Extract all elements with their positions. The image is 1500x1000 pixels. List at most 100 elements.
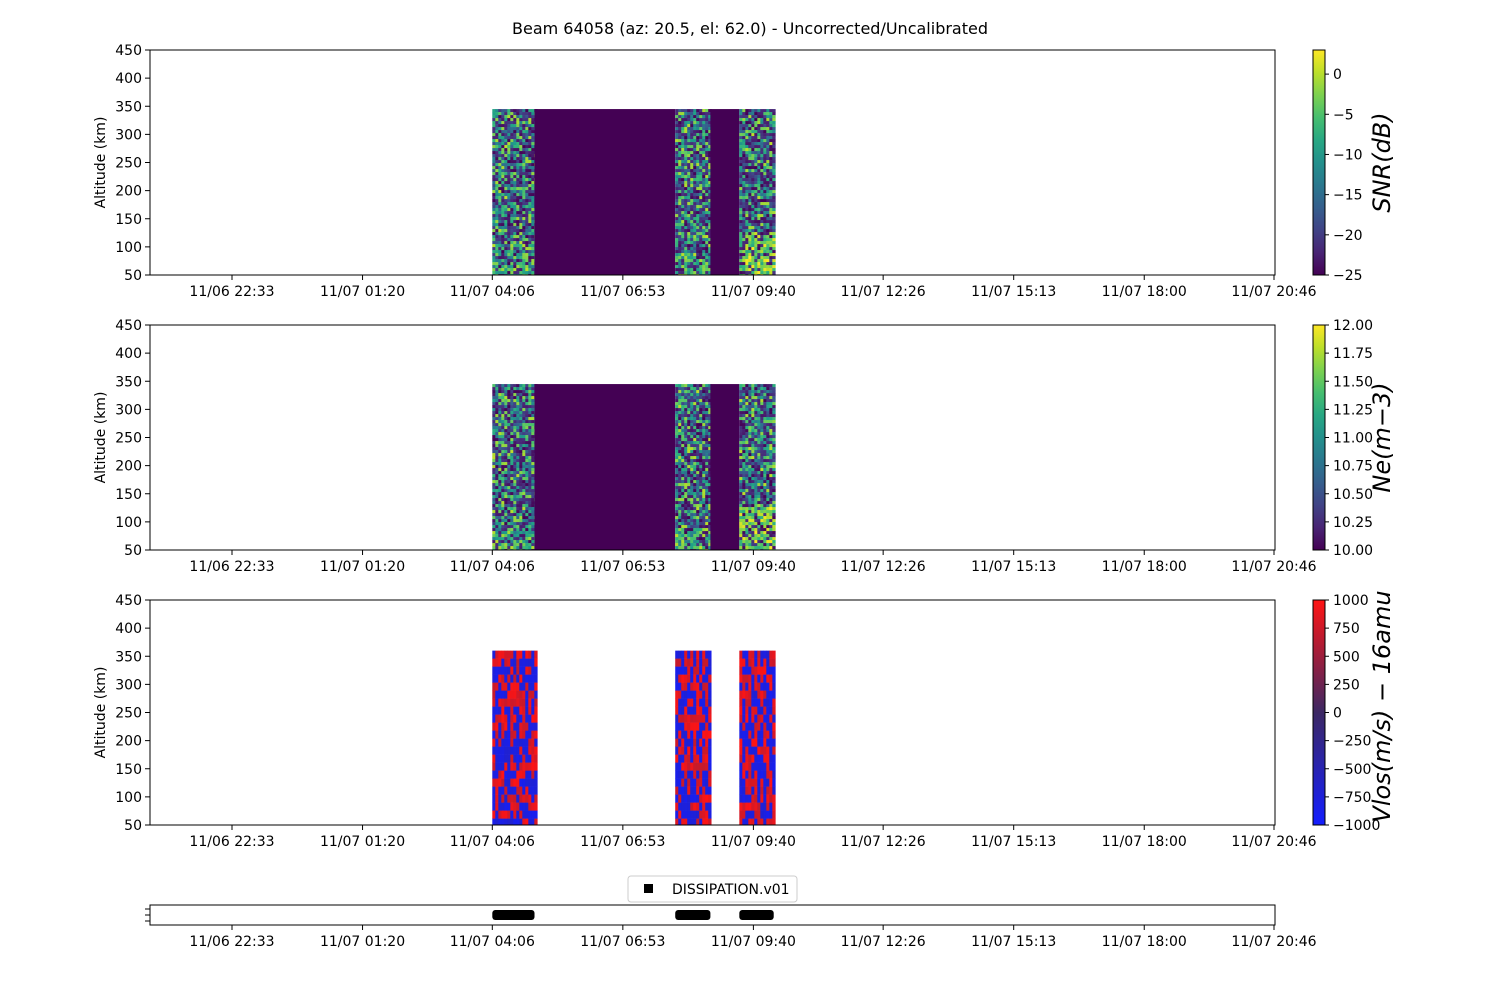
colorbar-tick-label: 250 (1333, 677, 1360, 693)
colorbar-tick-label: 11.25 (1333, 402, 1373, 418)
y-axis-label: Altitude (km) (93, 117, 109, 209)
axes-frame (149, 904, 1276, 926)
colorbar-tick-label: 750 (1333, 621, 1360, 637)
colorbar-tick-label: 10.00 (1333, 543, 1373, 559)
y-tick-label: 200 (115, 184, 142, 200)
colorbar-tick-label: 11.50 (1333, 374, 1373, 390)
x-tick-label: 11/07 12:26 (841, 934, 926, 950)
x-tick-label: 11/07 09:40 (711, 934, 796, 950)
panel-1: 50 100 150 200 250 300 350 400 450 Altitude (km) 1… (93, 43, 1396, 300)
heatmap-area (492, 384, 776, 550)
x-tick-label: 11/07 01:20 (320, 834, 405, 850)
colorbar-tick-label: 11.75 (1333, 346, 1373, 362)
y-tick-label: 350 (115, 374, 142, 390)
y-tick-label: 100 (115, 240, 142, 256)
x-tick-label: 11/07 01:20 (320, 284, 405, 300)
x-tick-label: 11/07 04:06 (450, 284, 535, 300)
y-tick-label: 400 (115, 346, 142, 362)
data-block-2 (675, 384, 712, 550)
y-tick-label: 450 (115, 318, 142, 334)
x-tick-label: 11/07 01:20 (320, 559, 405, 575)
x-tick-label: 11/06 22:33 (189, 284, 274, 300)
colorbar-tick-label: −15 (1333, 188, 1363, 204)
data-block-0 (492, 109, 538, 275)
y-tick-label: 50 (124, 543, 142, 559)
legend-label: DISSIPATION.v01 (672, 882, 790, 898)
x-tick-label: 11/07 15:13 (971, 834, 1056, 850)
colorbar-tick-label: 0 (1333, 706, 1342, 722)
x-tick-label: 11/07 04:06 (450, 834, 535, 850)
colorbar-tick-label: 12.00 (1333, 318, 1373, 334)
data-block-2 (739, 650, 776, 825)
x-tick-label: 11/07 20:46 (1231, 834, 1316, 850)
dissipation-segment-1 (675, 910, 711, 920)
x-tick-label: 11/07 04:06 (450, 559, 535, 575)
colorbar-label: SNR(dB) (1368, 112, 1396, 212)
x-tick-label: 11/07 06:53 (580, 834, 665, 850)
colorbar-tick-label: −5 (1333, 107, 1354, 123)
data-block-0 (492, 384, 538, 550)
x-tick-label: 11/07 15:13 (971, 559, 1056, 575)
x-tick-label: 11/06 22:33 (189, 934, 274, 950)
data-block-3 (710, 109, 740, 275)
y-tick-label: 200 (115, 734, 142, 750)
colorbar-tick-label: −500 (1333, 762, 1371, 778)
colorbar-label: Ne(m−3) (1368, 382, 1396, 492)
colorbar-tick-label: −750 (1333, 790, 1371, 806)
data-block-1 (534, 384, 676, 550)
x-tick-label: 11/07 12:26 (841, 834, 926, 850)
y-tick-label: 400 (115, 621, 142, 637)
y-tick-label: 300 (115, 127, 142, 143)
y-tick-label: 150 (115, 762, 142, 778)
colorbar-tick-label: −20 (1333, 228, 1363, 244)
y-tick-label: 450 (115, 593, 142, 609)
x-tick-label: 11/07 20:46 (1231, 284, 1316, 300)
data-block-1 (534, 109, 676, 275)
legend-marker (644, 884, 653, 893)
x-tick-label: 11/07 18:00 (1102, 284, 1187, 300)
y-tick-label: 150 (115, 212, 142, 228)
x-tick-label: 11/07 06:53 (580, 284, 665, 300)
panel-3: 50 100 150 200 250 300 350 400 450 Altitude (km) 1… (93, 590, 1396, 850)
dissipation-segment-0 (492, 910, 535, 920)
x-tick-label: 11/07 06:53 (580, 934, 665, 950)
y-tick-label: 150 (115, 487, 142, 503)
colorbar-tick-label: 10.25 (1333, 515, 1373, 531)
x-tick-label: 11/07 18:00 (1102, 834, 1187, 850)
x-tick-label: 11/07 12:26 (841, 284, 926, 300)
y-tick-label: 450 (115, 43, 142, 59)
panel-4: 11/06 22:33 11/07 01:20 11/07 04:06 11/07 0… (145, 875, 1317, 950)
x-tick-label: 11/06 22:33 (189, 834, 274, 850)
legend-box (627, 875, 798, 903)
y-tick-label: 250 (115, 431, 142, 447)
x-tick-label: 11/07 20:46 (1231, 934, 1316, 950)
colorbar (1312, 324, 1326, 551)
data-block-3 (710, 384, 740, 550)
colorbar-tick-label: 0 (1333, 67, 1342, 83)
x-tick-label: 11/07 18:00 (1102, 559, 1187, 575)
x-tick-label: 11/07 20:46 (1231, 559, 1316, 575)
colorbar-tick-label: 1000 (1333, 593, 1369, 609)
x-tick-label: 11/07 09:40 (711, 559, 796, 575)
colorbar-tick-label: −10 (1333, 147, 1363, 163)
y-axis-label: Altitude (km) (93, 667, 109, 759)
y-tick-label: 250 (115, 706, 142, 722)
colorbar (1312, 49, 1326, 276)
data-block-0 (492, 650, 538, 825)
x-tick-label: 11/07 18:00 (1102, 934, 1187, 950)
colorbar-tick-label: −25 (1333, 268, 1363, 284)
y-tick-label: 300 (115, 677, 142, 693)
y-tick-label: 300 (115, 402, 142, 418)
y-tick-label: 50 (124, 818, 142, 834)
x-tick-label: 11/06 22:33 (189, 559, 274, 575)
x-tick-label: 11/07 04:06 (450, 934, 535, 950)
colorbar (1312, 599, 1326, 826)
legend: DISSIPATION.v01 (627, 875, 798, 903)
colorbar-tick-label: −250 (1333, 734, 1371, 750)
panel-2: 50 100 150 200 250 300 350 400 450 Altitude (km) 1… (93, 318, 1396, 575)
x-tick-label: 11/07 06:53 (580, 559, 665, 575)
y-tick-label: 200 (115, 459, 142, 475)
x-tick-label: 11/07 01:20 (320, 934, 405, 950)
x-tick-label: 11/07 12:26 (841, 559, 926, 575)
y-tick-label: 350 (115, 99, 142, 115)
